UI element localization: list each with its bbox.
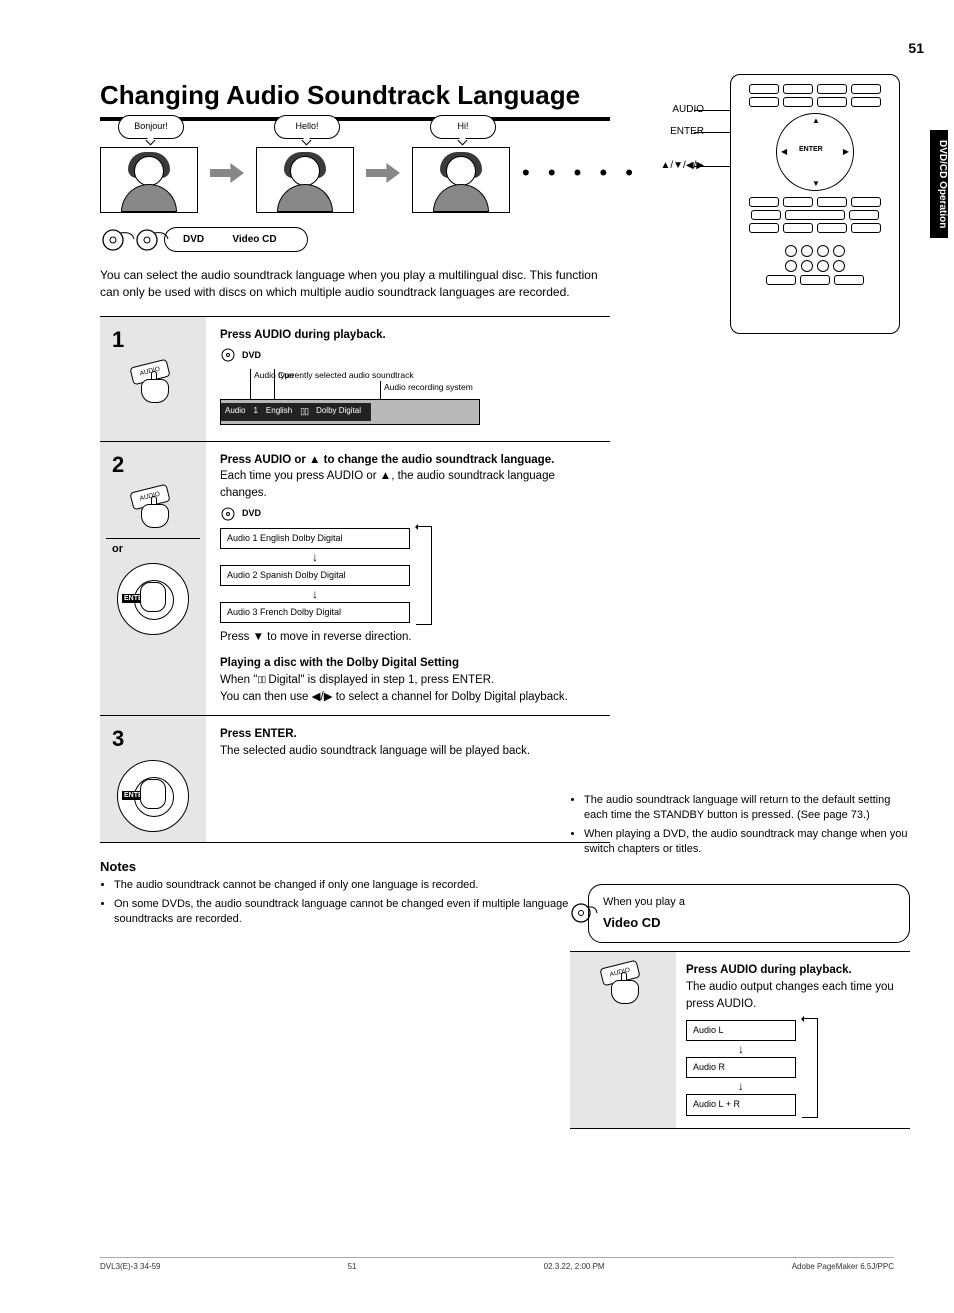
- press-audio-icon: AUDIO: [597, 962, 649, 1004]
- step-instruction: Press ENTER.: [220, 726, 600, 743]
- step-subheading: Playing a disc with the Dolby Digital Se…: [220, 655, 600, 672]
- footer-app: Adobe PageMaker 6.5J/PPC: [792, 1262, 894, 1271]
- list-item: The audio soundtrack language will retur…: [584, 793, 910, 824]
- step-row: 2 AUDIO or ENTER Press AUDIO or ▲ to cha…: [100, 442, 610, 717]
- step-body: Press ▼ to move in reverse direction.: [220, 629, 600, 646]
- audio-option: Audio L + R: [686, 1094, 796, 1115]
- osd-label: Audio recording system: [380, 381, 473, 399]
- vcd-step-row: AUDIO Press AUDIO during playback. The a…: [570, 951, 910, 1128]
- intro-paragraph: You can select the audio soundtrack lang…: [100, 267, 610, 302]
- audio-option: Audio 2 Spanish Dolby Digital: [220, 565, 410, 586]
- step-row: 1 AUDIO Press AUDIO during playback. DVD…: [100, 317, 610, 442]
- step-instruction: Press AUDIO or ▲ to change the audio sou…: [220, 452, 600, 469]
- footer-date: 02.3.22, 2:00 PM: [544, 1262, 605, 1271]
- speech-bubble: Hi!: [430, 115, 496, 139]
- dpad-enter-icon: ENTER: [117, 563, 189, 635]
- audio-option: Audio L: [686, 1020, 796, 1041]
- step-body: When "▯▯ Digital" is displayed in step 1…: [220, 672, 600, 689]
- audio-cycle: Audio 1 English Dolby Digital ↓ Audio 2 …: [220, 526, 600, 625]
- page-footer: DVL3(E)-3 34-59 51 02.3.22, 2:00 PM Adob…: [100, 1257, 894, 1271]
- vcd-callout: When you play a Video CD: [588, 884, 910, 944]
- speech-bubble: Bonjour!: [118, 115, 184, 139]
- disc-badge-oval: DVD Video CD: [164, 227, 308, 252]
- list-item: On some DVDs, the audio soundtrack langu…: [114, 897, 610, 928]
- arrow-icon: [210, 163, 244, 183]
- vcd-callout-line2: Video CD: [603, 914, 895, 933]
- remote-dpad-icon: ENTER ▲ ▼ ◀ ▶: [776, 113, 854, 191]
- ellipsis-dots: • • • • •: [522, 160, 639, 186]
- audio-cycle: Audio L ↓ Audio R ↓ Audio L + R: [686, 1018, 900, 1117]
- list-item: The audio soundtrack cannot be changed i…: [114, 878, 610, 893]
- footer-file: DVL3(E)-3 34-59: [100, 1262, 160, 1271]
- arrow-icon: [366, 163, 400, 183]
- remote-illustration: AUDIO ENTER ▲/▼/◀/▶ ENTER ▲ ▼ ◀ ▶: [710, 74, 900, 334]
- step-instruction: Press AUDIO during playback.: [686, 962, 900, 979]
- step-body: The selected audio soundtrack language w…: [220, 743, 600, 760]
- dvd-badge: DVD: [175, 232, 212, 247]
- or-label: or: [106, 538, 200, 555]
- disc-icon: [100, 225, 136, 253]
- dvd-badge-small: DVD: [242, 349, 261, 362]
- notes-list: The audio soundtrack cannot be changed i…: [100, 878, 610, 927]
- step-number: 3: [112, 726, 124, 752]
- audio-option: Audio 1 English Dolby Digital: [220, 528, 410, 549]
- audio-option: Audio R: [686, 1057, 796, 1078]
- audio-option: Audio 3 French Dolby Digital: [220, 602, 410, 623]
- disc-icon: [220, 347, 240, 363]
- press-audio-icon: AUDIO: [127, 486, 179, 528]
- osd-bar: Audio 1 English ▯▯ Dolby Digital: [220, 399, 480, 424]
- speech-bubble: Hello!: [274, 115, 340, 139]
- step-number: 2: [112, 452, 124, 478]
- list-item: When playing a DVD, the audio soundtrack…: [584, 827, 910, 858]
- footer-page-num: 51: [348, 1262, 357, 1271]
- dpad-enter-icon: ENTER: [117, 760, 189, 832]
- vcd-callout-line1: When you play a: [603, 895, 895, 911]
- dvd-badge-small: DVD: [242, 507, 261, 520]
- press-audio-icon: AUDIO: [127, 361, 179, 403]
- side-tab: DVD/CD Operation: [930, 130, 948, 238]
- step-body: The audio output changes each time you p…: [686, 979, 900, 1012]
- notes-list: The audio soundtrack language will retur…: [570, 793, 910, 858]
- notes-heading: Notes: [100, 859, 610, 874]
- steps-table: 1 AUDIO Press AUDIO during playback. DVD…: [100, 316, 610, 844]
- page-number-top: 51: [908, 40, 924, 56]
- step-body: Each time you press AUDIO or ▲, the audi…: [220, 468, 600, 501]
- step-instruction: Press AUDIO during playback.: [220, 327, 600, 344]
- disc-icon: [220, 506, 240, 522]
- vcd-badge: Video CD: [224, 232, 284, 247]
- step-number: 1: [112, 327, 124, 353]
- step-row: 3 ENTER Press ENTER. The selected audio …: [100, 716, 610, 843]
- step-body: You can then use ◀/▶ to select a channel…: [220, 689, 600, 706]
